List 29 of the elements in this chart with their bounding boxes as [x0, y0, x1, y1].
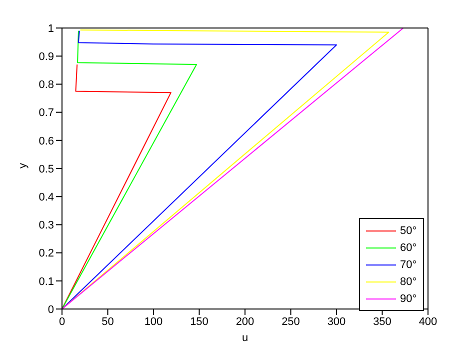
- x-axis-title: u: [242, 332, 248, 344]
- y-tick-label: 0.3: [38, 220, 54, 232]
- x-tick-label: 200: [236, 316, 254, 328]
- y-tick-label: 0.7: [38, 107, 54, 120]
- y-tick-label: 0.9: [38, 51, 54, 64]
- x-tick-label: 300: [327, 316, 346, 328]
- y-axis-title: y: [16, 162, 29, 168]
- x-tick-label: 50: [102, 316, 114, 328]
- legend-label: 70°: [400, 258, 417, 270]
- y-tick-label: 0.6: [38, 135, 54, 148]
- y-tick-label: 0.1: [38, 276, 54, 288]
- y-tick-label: 0.2: [38, 248, 54, 260]
- legend-label: 50°: [400, 224, 417, 236]
- y-tick-label: 1: [48, 22, 54, 35]
- line-series: [62, 30, 198, 309]
- x-tick-label: 0: [58, 316, 66, 328]
- line-series: [62, 30, 337, 309]
- legend-label: 60°: [400, 242, 417, 254]
- legend-label: 90°: [400, 292, 417, 304]
- x-tick-label: 150: [190, 316, 208, 328]
- x-tick-label: 350: [373, 316, 392, 328]
- x-tick-label: 100: [144, 316, 163, 328]
- y-tick-label: 0.5: [38, 163, 54, 176]
- legend-label: 80°: [400, 276, 417, 288]
- x-tick-label: 250: [282, 316, 300, 328]
- y-tick-label: 0.8: [38, 79, 54, 92]
- x-tick-label: 400: [418, 316, 438, 328]
- y-tick-label: 0.4: [38, 192, 54, 204]
- y-tick-label: 0: [48, 304, 54, 316]
